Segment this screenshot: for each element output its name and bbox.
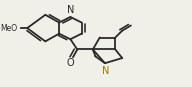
- Text: N: N: [102, 66, 109, 76]
- Text: MeO: MeO: [1, 24, 18, 33]
- Text: N: N: [67, 5, 74, 15]
- Text: O: O: [66, 58, 74, 68]
